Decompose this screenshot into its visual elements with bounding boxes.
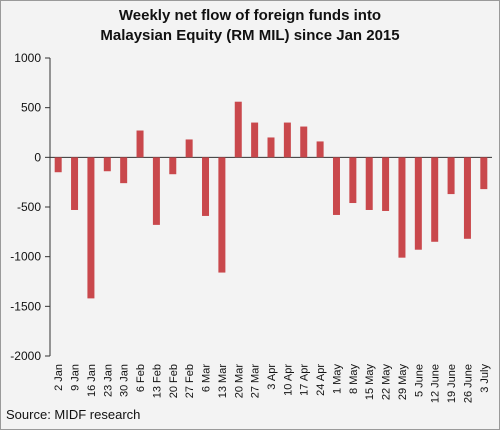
y-tick-label: -2000: [10, 349, 41, 363]
y-tick-label: 0: [34, 150, 41, 164]
y-tick-label: 500: [21, 101, 41, 115]
x-tick-label: 26 June: [462, 364, 474, 403]
x-tick-label: 20 Feb: [168, 364, 180, 398]
x-tick-label: 8 May: [348, 364, 360, 394]
bar: [103, 157, 111, 172]
x-tick-label: 9 Jan: [70, 364, 82, 391]
bar: [54, 157, 62, 173]
x-tick-label: 22 May: [381, 364, 393, 401]
x-tick-label: 23 Jan: [102, 364, 114, 397]
x-tick-label: 27 Feb: [184, 364, 196, 398]
bar: [382, 157, 390, 211]
x-tick-label: 10 Apr: [282, 364, 294, 396]
x-tick-label: 1 May: [331, 364, 343, 394]
bar: [349, 157, 357, 204]
bar: [365, 157, 373, 210]
x-tick-label: 17 Apr: [299, 364, 311, 396]
x-tick-label: 30 Jan: [119, 364, 131, 397]
x-tick-label: 19 June: [446, 364, 458, 403]
bar: [447, 157, 455, 195]
bar: [136, 130, 144, 158]
x-tick-label: 20 Mar: [233, 364, 245, 399]
bar: [234, 101, 242, 158]
y-tick-label: -1000: [10, 250, 41, 264]
bar: [431, 157, 439, 242]
bar: [398, 157, 406, 258]
bar: [202, 157, 210, 216]
bar: [169, 157, 177, 175]
x-tick-label: 24 Apr: [315, 364, 327, 396]
bar: [414, 157, 422, 250]
source-note: Source: MIDF research: [6, 407, 141, 422]
bar: [87, 157, 95, 299]
x-tick-label: 6 Feb: [135, 364, 147, 392]
x-tick-label: 2 Jan: [53, 364, 65, 391]
x-tick-label: 27 Mar: [250, 364, 262, 399]
bar: [463, 157, 471, 239]
bar: [71, 157, 79, 210]
y-tick-label: -500: [17, 200, 41, 214]
chart-title-line-2: Malaysian Equity (RM MIL) since Jan 2015: [100, 27, 400, 44]
bar: [332, 157, 340, 215]
bar: [251, 122, 259, 158]
bar: [120, 157, 128, 184]
x-tick-label: 13 Feb: [151, 364, 163, 398]
y-tick-label: 1000: [14, 51, 41, 65]
x-tick-label: 12 June: [430, 364, 442, 403]
bar: [218, 157, 226, 273]
bar: [185, 139, 193, 158]
x-tick-label: 6 Mar: [201, 364, 213, 392]
bar: [480, 157, 488, 190]
x-tick-label: 5 June: [413, 364, 425, 397]
x-tick-label: 3 July: [479, 364, 491, 393]
x-tick-label: 29 May: [397, 364, 409, 401]
x-tick-label: 15 May: [364, 364, 376, 401]
bar: [267, 137, 275, 158]
bar: [316, 141, 324, 158]
bar: [283, 122, 291, 158]
bar: [152, 157, 160, 225]
x-tick-label: 13 Mar: [217, 364, 229, 399]
chart-title-line-1: Weekly net flow of foreign funds into: [118, 7, 382, 24]
y-tick-label: -1500: [10, 299, 41, 313]
chart-title: Weekly net flow of foreign funds into Ma…: [0, 6, 500, 46]
bar: [300, 126, 308, 158]
x-tick-label: 16 Jan: [86, 364, 98, 397]
x-tick-label: 3 Apr: [266, 364, 278, 390]
